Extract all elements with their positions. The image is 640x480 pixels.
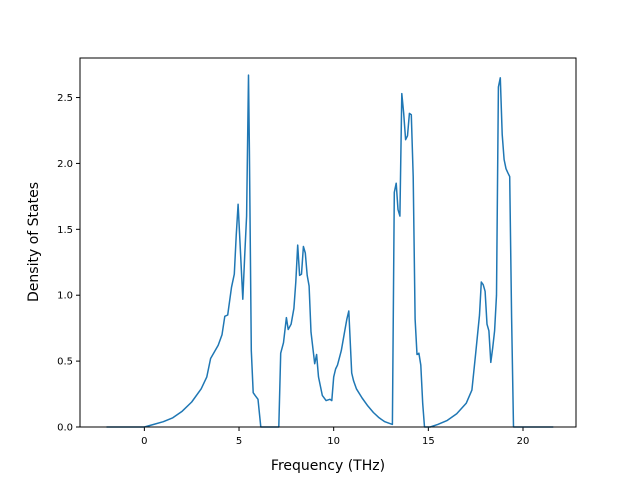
y-axis-label: Density of States xyxy=(26,182,42,302)
x-tick-label: 20 xyxy=(517,436,530,447)
y-tick-label: 0.5 xyxy=(57,357,73,368)
y-tick-label: 2.5 xyxy=(57,93,73,104)
dos-series-line xyxy=(106,74,554,428)
y-tick-label: 1.5 xyxy=(57,225,73,236)
y-tick-label: 1.0 xyxy=(57,291,73,302)
axis-ticks: 0 5 10 15 20 0.0 0.5 1.0 1.5 2.0 2.5 xyxy=(57,93,529,447)
y-tick-label: 2.0 xyxy=(57,159,73,170)
x-tick-label: 15 xyxy=(422,436,435,447)
x-tick-label: 10 xyxy=(327,436,340,447)
x-tick-label: 5 xyxy=(236,436,242,447)
y-tick-label: 0.0 xyxy=(57,423,73,434)
x-axis-label: Frequency (THz) xyxy=(271,458,385,474)
plot-area xyxy=(80,58,576,427)
plot-frame xyxy=(79,57,577,428)
x-tick-label: 0 xyxy=(141,436,147,447)
series-layer xyxy=(106,74,554,428)
